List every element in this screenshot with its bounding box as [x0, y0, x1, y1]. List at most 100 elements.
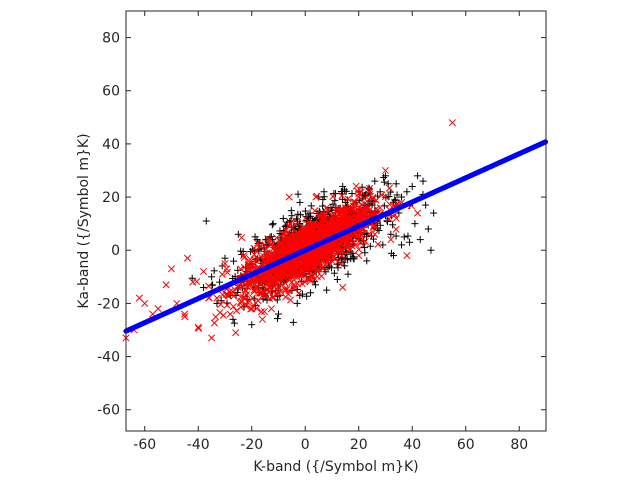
- red-x-point: [341, 216, 349, 224]
- black-plus-point: [342, 187, 350, 195]
- red-x-point: [293, 236, 301, 244]
- black-plus-point: [419, 177, 427, 185]
- black-plus-point: [312, 281, 320, 289]
- black-plus-point: [294, 210, 302, 218]
- red-x-point: [385, 184, 393, 192]
- red-x-point: [260, 252, 268, 260]
- red-x-point: [337, 239, 345, 247]
- red-x-point: [167, 265, 176, 273]
- red-x-point: [310, 220, 318, 228]
- red-x-point: [218, 270, 226, 278]
- black-plus-point: [296, 291, 304, 299]
- red-x-point: [311, 220, 319, 228]
- red-x-point: [335, 239, 343, 247]
- black-plus-point: [403, 188, 411, 196]
- black-plus-point: [348, 190, 356, 198]
- black-plus-point: [400, 233, 408, 241]
- red-x-point: [213, 294, 221, 302]
- red-x-point: [352, 182, 360, 190]
- red-x-point: [334, 243, 342, 251]
- black-plus-point: [296, 198, 304, 206]
- red-x-point: [378, 191, 386, 199]
- red-x-point: [205, 282, 213, 290]
- red-x-point: [260, 307, 268, 316]
- black-plus-point: [274, 310, 282, 318]
- black-plus-point: [237, 247, 245, 255]
- black-plus-point: [344, 270, 352, 278]
- red-x-point: [341, 236, 349, 244]
- red-x-point: [365, 230, 373, 238]
- red-x-point: [223, 268, 231, 276]
- red-x-point: [250, 288, 258, 296]
- red-x-point: [360, 195, 368, 203]
- black-plus-point: [200, 283, 208, 291]
- black-plus-point: [230, 257, 238, 265]
- red-x-point: [349, 198, 357, 206]
- y-axis: -60 -40 -20 0 20 40 60 80: [97, 31, 546, 419]
- black-plus-point: [361, 249, 369, 257]
- red-x-point: [257, 308, 265, 316]
- red-x-point: [280, 271, 288, 279]
- plot-frame: [125, 10, 547, 432]
- y-tick-label: 20: [102, 190, 120, 206]
- black-plus-point: [416, 236, 424, 244]
- x-tick-label: -40: [187, 437, 210, 453]
- red-x-point: [365, 188, 373, 196]
- red-x-point: [323, 204, 331, 212]
- black-plus-point: [307, 202, 315, 210]
- black-plus-point: [279, 215, 287, 223]
- red-x-point: [324, 220, 332, 228]
- red-x-point: [284, 243, 293, 251]
- red-x-point: [338, 251, 346, 260]
- black-plus-point: [221, 254, 229, 262]
- red-x-point: [263, 272, 271, 281]
- red-x-point: [223, 301, 231, 309]
- red-x-point: [312, 193, 320, 201]
- black-plus-point: [392, 180, 400, 188]
- red-x-point: [280, 249, 288, 257]
- black-plus-point: [358, 183, 366, 191]
- red-x-point: [162, 281, 170, 289]
- black-plus-point: [320, 188, 328, 196]
- red-x-point: [237, 303, 245, 311]
- red-x-point: [226, 288, 234, 296]
- black-plus-point: [340, 186, 348, 194]
- red-x-point: [301, 255, 309, 263]
- black-plus-point: [234, 266, 242, 274]
- red-x-point: [347, 205, 355, 213]
- red-x-point: [219, 311, 227, 319]
- black-plus-point: [217, 297, 225, 305]
- red-x-point: [229, 302, 237, 311]
- black-plus-point: [248, 321, 256, 329]
- red-x-point: [355, 252, 363, 260]
- x-tick-label: 80: [510, 437, 528, 453]
- red-x-point: [285, 287, 293, 295]
- red-x-point: [287, 296, 295, 304]
- y-tick-label: -60: [97, 403, 120, 419]
- red-x-point: [258, 315, 266, 323]
- red-x-point: [307, 267, 315, 276]
- red-x-point: [305, 228, 313, 236]
- red-x-point: [381, 166, 390, 175]
- red-x-point: [243, 291, 251, 299]
- red-x-point: [295, 289, 303, 297]
- red-x-point: [210, 319, 218, 327]
- red-x-point: [241, 300, 249, 308]
- red-x-point: [329, 192, 337, 200]
- black-plus-point: [430, 209, 438, 217]
- red-x-point: [332, 208, 340, 216]
- red-x-point: [414, 209, 422, 217]
- red-x-point: [365, 195, 373, 204]
- red-x-point: [392, 214, 400, 222]
- red-x-point: [273, 274, 281, 282]
- red-x-point: [322, 227, 330, 235]
- red-x-point: [285, 222, 293, 230]
- red-x-point: [285, 193, 293, 201]
- red-x-point: [255, 279, 264, 287]
- x-axis-label: K-band ({/Symbol m}K): [253, 459, 418, 475]
- black-plus-point: [273, 315, 281, 323]
- red-x-point: [334, 258, 342, 266]
- black-plus-point: [307, 289, 315, 297]
- red-x-point: [255, 289, 264, 297]
